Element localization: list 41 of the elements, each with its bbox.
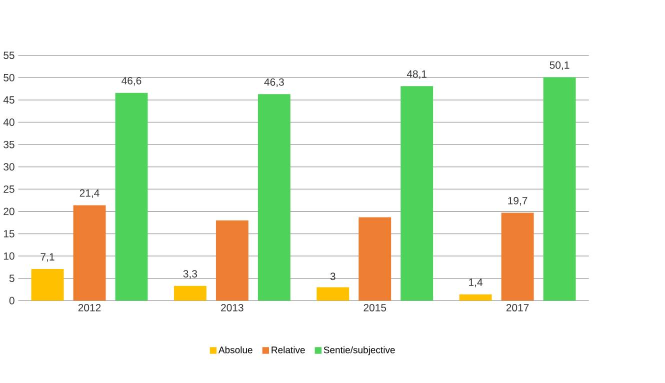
x-tick-label: 2017	[506, 304, 529, 312]
y-tick-label: 35	[4, 140, 14, 148]
bar	[174, 286, 206, 301]
data-label: 48,1	[406, 70, 427, 80]
legend-label: Absolue	[218, 346, 252, 354]
y-tick-label: 40	[3, 118, 14, 126]
y-tick-label: 50	[4, 74, 14, 82]
y-tick-label: 20	[4, 208, 14, 216]
data-label: 3,3	[183, 270, 197, 279]
data-label: 19,7	[508, 197, 528, 206]
bar	[216, 220, 248, 301]
bar	[459, 294, 492, 301]
bar	[400, 86, 434, 301]
x-tick-label: 2013	[221, 304, 244, 312]
y-tick-label: 55	[4, 52, 14, 60]
y-tick-label: 30	[4, 163, 14, 171]
data-label: 1,4	[469, 278, 483, 288]
bar	[316, 287, 350, 301]
bar	[501, 212, 534, 301]
data-label: 46,3	[264, 78, 284, 88]
bar	[31, 269, 64, 301]
y-tick-label: 10	[4, 252, 14, 260]
data-label: 3	[330, 272, 336, 280]
legend-label: Sentie/subjective	[324, 346, 395, 356]
y-tick-label: 5	[9, 274, 14, 282]
y-tick-label: 25	[4, 186, 14, 193]
data-label: 7,1	[40, 253, 54, 262]
bar	[543, 77, 576, 301]
bar	[73, 205, 106, 301]
x-tick-label: 2012	[78, 304, 101, 312]
bar	[358, 217, 392, 301]
x-tick-label: 2015	[364, 304, 386, 312]
bar	[115, 92, 148, 301]
y-tick-label: 15	[4, 230, 14, 238]
data-label: 46,6	[122, 77, 142, 86]
y-tick-label: 45	[3, 96, 14, 104]
data-label: 21,4	[80, 190, 100, 198]
bar	[258, 94, 290, 301]
y-tick-label: 0	[9, 297, 14, 304]
data-label: 50,1	[550, 62, 570, 70]
legend-label: Relative	[272, 346, 305, 354]
